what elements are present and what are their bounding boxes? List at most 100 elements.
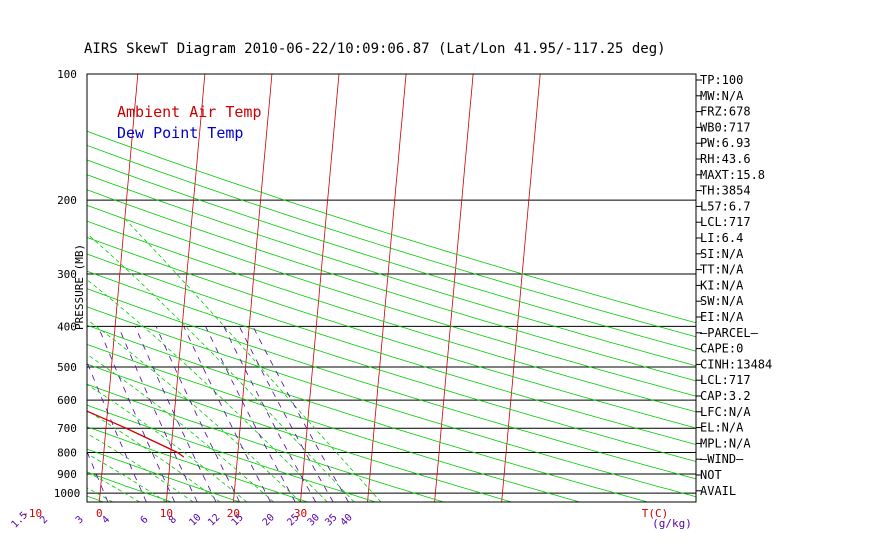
panel-item: LI:6.4 — [700, 231, 743, 245]
mixing-ratio-line — [238, 326, 334, 502]
panel-item: EL:N/A — [700, 421, 744, 435]
dry-adiabat-line — [87, 189, 696, 382]
pressure-tick-600: 600 — [57, 394, 77, 407]
mixing-ratio-label: 30 — [306, 512, 322, 528]
bottom-temp-tick: 0 — [96, 507, 103, 520]
dry-adiabat-line — [87, 288, 696, 480]
pressure-tick-100: 100 — [57, 68, 77, 81]
mixing-ratio-line — [223, 326, 317, 502]
panel-item: CINH:13484 — [700, 357, 772, 371]
mixing-ratio-line — [0, 326, 46, 502]
dry-adiabat-line — [87, 204, 696, 397]
moist-adiabat-line — [87, 471, 140, 502]
mixing-ratio-label: 10 — [187, 512, 203, 528]
pressure-tick-300: 300 — [57, 268, 77, 281]
dry-adiabat-line — [87, 130, 696, 324]
legend-ambient: Ambient Air Temp — [117, 103, 262, 121]
dry-adiabat-line — [87, 426, 308, 502]
panel-item: KI:N/A — [700, 278, 744, 292]
mixing-ratio-line — [155, 326, 240, 502]
panel-item: MAXT:15.8 — [700, 168, 765, 182]
dry-adiabat-line — [87, 324, 648, 502]
mixing-ratio-line — [183, 326, 271, 502]
dry-adiabat-line — [87, 237, 696, 429]
dry-adiabat-line — [87, 270, 696, 462]
chart-title: AIRS SkewT Diagram 2010-06-22/10:09:06.8… — [84, 41, 666, 57]
moist-adiabat-line — [87, 433, 194, 502]
skewt-grid — [0, 74, 696, 503]
mixing-ratio-label: 35 — [323, 512, 339, 528]
mixing-ratio-line — [87, 360, 147, 502]
pressure-tick-200: 200 — [57, 194, 77, 207]
isotherm-line — [501, 74, 541, 502]
moist-adiabat-line — [87, 353, 274, 502]
x-axis-label: T(C) — [642, 507, 669, 520]
mixing-ratio-label: 6 — [139, 514, 151, 526]
dry-adiabat-line — [87, 383, 444, 502]
mixing-ratio-label: 12 — [206, 512, 222, 528]
dry-adiabat-line — [87, 144, 696, 338]
mixing-ratio-label: 20 — [261, 512, 277, 528]
panel-item: WB0:717 — [700, 120, 751, 134]
dry-adiabat-line — [87, 253, 696, 445]
isotherm-line — [32, 74, 71, 502]
dry-adiabat-line — [87, 306, 696, 498]
y-axis-label: PRESSURE (MB) — [73, 244, 86, 330]
mixing-ratio-line — [252, 326, 349, 502]
panel-item: NOT — [700, 468, 722, 482]
panel-item: MPL:N/A — [700, 436, 751, 450]
moist-adiabat-line — [0, 218, 32, 503]
panel-item: –PARCEL– — [700, 326, 759, 340]
pressure-tick-900: 900 — [57, 468, 77, 481]
isotherm-line — [0, 74, 4, 502]
sounding-series — [87, 410, 185, 458]
dry-adiabat-line — [87, 404, 376, 502]
panel-item: TT:N/A — [700, 263, 744, 277]
ambient-temp-line — [87, 410, 185, 458]
mixing-ratio-label: 40 — [339, 512, 355, 528]
panel-item: AVAIL — [700, 484, 736, 498]
dry-adiabat-line — [87, 343, 580, 502]
dry-adiabat-line — [87, 220, 696, 413]
panel-item: SI:N/A — [700, 247, 744, 261]
isotherm-line — [233, 74, 273, 502]
panel-item: –WIND– — [700, 452, 744, 466]
panel-item: PW:6.93 — [700, 136, 751, 150]
panel-item: TP:100 — [700, 73, 743, 87]
panel-item: RH:43.6 — [700, 152, 751, 166]
dry-adiabat-line — [87, 174, 696, 367]
plot-frame — [86, 73, 697, 503]
panel-item: L57:6.7 — [700, 199, 751, 213]
mixing-ratio-line — [117, 326, 198, 502]
dry-adiabat-line — [87, 159, 696, 352]
dry-adiabat-line — [87, 363, 512, 502]
mixing-ratio-label: 3 — [74, 514, 86, 526]
bottom-temp-tick: -10 — [22, 507, 42, 520]
pressure-tick-800: 800 — [57, 447, 77, 460]
panel-item: LFC:N/A — [700, 405, 751, 419]
mixing-ratio-line — [97, 326, 176, 502]
moist-adiabat-line — [0, 218, 5, 503]
pressure-tick-400: 400 — [57, 320, 77, 333]
mixing-ratio-unit: (g/kg) — [652, 517, 692, 530]
pressure-tick-700: 700 — [57, 422, 77, 435]
panel-item: EI:N/A — [700, 310, 744, 324]
legend-dewpoint: Dew Point Temp — [117, 124, 243, 142]
dry-adiabat-line — [87, 495, 104, 502]
moist-adiabat-line — [87, 319, 301, 502]
mixing-ratio-line — [134, 326, 217, 502]
moist-adiabat-line — [87, 233, 355, 502]
isotherm-line — [367, 74, 407, 502]
panel-item: LCL:717 — [700, 373, 751, 387]
panel-item: TH:3854 — [700, 184, 751, 198]
isotherm-line — [300, 74, 340, 502]
dry-adiabat-line — [87, 448, 240, 502]
panel-item: CAP:3.2 — [700, 389, 751, 403]
bottom-temp-tick: 10 — [160, 507, 173, 520]
moist-adiabat-line — [87, 410, 221, 502]
panel-item: MW:N/A — [700, 89, 744, 103]
dry-adiabat-line — [0, 74, 36, 502]
panel-item: FRZ:678 — [700, 105, 751, 119]
isotherm-line — [434, 74, 474, 502]
